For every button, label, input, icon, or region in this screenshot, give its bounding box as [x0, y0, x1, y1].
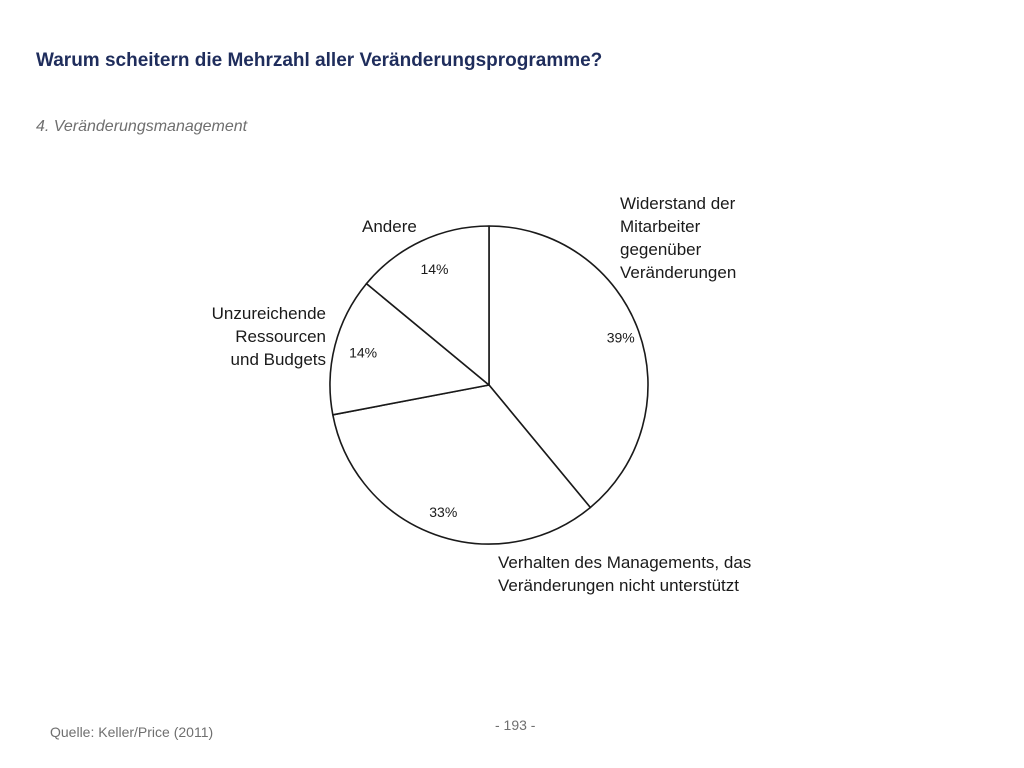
slice-value-label: 14%: [349, 345, 377, 361]
slice-label-line: Mitarbeiter: [620, 217, 701, 236]
page-subtitle: 4. Veränderungsmanagement: [36, 118, 248, 135]
slice-label-widerstand: Widerstand der Mitarbeiter gegenüber Ver…: [620, 192, 736, 284]
slice-label-line: Andere: [362, 217, 417, 236]
page-number: - 193 -: [495, 717, 536, 733]
pie-slice: [488, 225, 649, 509]
slice-label-line: Veränderungen: [620, 263, 737, 282]
slice-label-management: Verhalten des Managements, das Veränderu…: [498, 551, 751, 597]
pie-slice: [365, 225, 490, 386]
slice-label-andere: Andere: [362, 215, 417, 238]
slice-label-line: Veränderungen nicht unterstützt: [498, 576, 739, 595]
slice-label-line: und Budgets: [230, 350, 326, 369]
page-title: Warum scheitern die Mehrzahl aller Verän…: [36, 50, 603, 71]
pie-slice: [329, 282, 490, 416]
slice-label-ressourcen: Unzureichende Ressourcen und Budgets: [170, 302, 326, 371]
slice-label-line: gegenüber: [620, 240, 702, 259]
slice-label-line: Widerstand der: [620, 194, 736, 213]
source-note: Quelle: Keller/Price (2011): [50, 724, 214, 740]
slice-value-label: 39%: [607, 330, 635, 346]
slice-value-label: 14%: [420, 261, 448, 277]
slice-value-label: 33%: [429, 504, 457, 520]
slice-label-line: Unzureichende: [211, 304, 326, 323]
slice-label-line: Ressourcen: [235, 327, 326, 346]
pie-slice: [332, 384, 592, 545]
slice-label-line: Verhalten des Managements, das: [498, 553, 752, 572]
